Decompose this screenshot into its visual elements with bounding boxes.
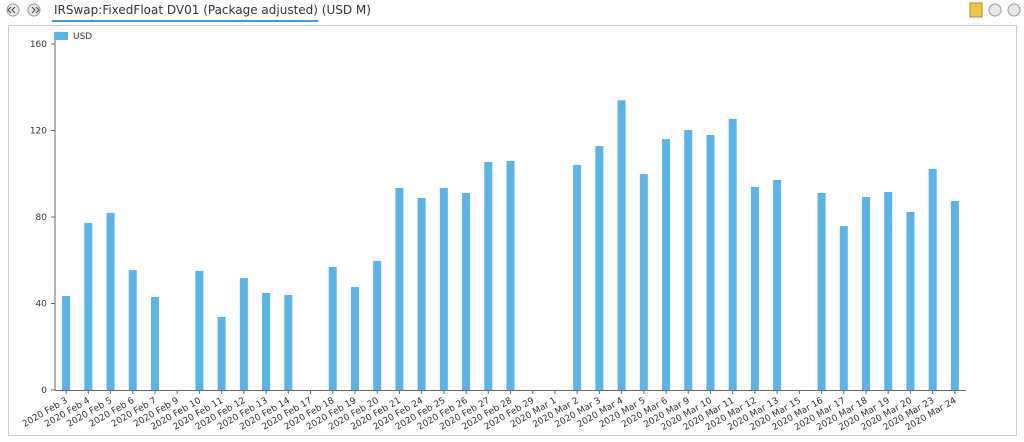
prev-icon — [7, 6, 16, 14]
bar — [906, 212, 915, 390]
bar — [684, 130, 693, 390]
legend-swatch — [54, 32, 68, 40]
y-tick-label: 0 — [41, 386, 47, 396]
bar — [817, 192, 826, 390]
bar — [639, 173, 648, 390]
toolbar: IRSwap:FixedFloat DV01 (Package adjusted… — [6, 2, 1021, 22]
bar — [106, 212, 115, 390]
export-button[interactable] — [969, 2, 983, 18]
bar — [728, 119, 737, 390]
bar — [617, 100, 626, 390]
bar — [284, 295, 293, 390]
bar — [439, 188, 448, 390]
bar — [928, 168, 937, 390]
bar — [662, 139, 671, 390]
expand-button[interactable] — [1007, 3, 1021, 17]
bar — [417, 197, 426, 390]
bar — [706, 135, 715, 390]
bar — [150, 297, 159, 390]
bar — [839, 226, 848, 390]
bar — [350, 287, 359, 390]
y-tick-label: 120 — [30, 127, 47, 137]
bar — [595, 146, 604, 390]
bar — [773, 180, 782, 390]
y-tick-label: 160 — [30, 40, 47, 50]
y-tick-label: 80 — [36, 213, 48, 223]
next-button[interactable] — [27, 3, 41, 17]
bar — [239, 277, 248, 390]
bar — [862, 197, 871, 390]
bar — [62, 295, 71, 390]
bar — [84, 223, 93, 390]
bar — [573, 165, 582, 390]
bar — [328, 266, 337, 390]
chart-panel — [8, 25, 1017, 436]
collapse-button[interactable] — [988, 3, 1002, 17]
bar — [395, 188, 404, 390]
bar — [950, 200, 959, 390]
bar — [373, 260, 382, 390]
bar — [506, 160, 515, 390]
prev-button[interactable] — [6, 3, 20, 17]
next-icon — [31, 6, 40, 14]
y-tick-label: 40 — [36, 300, 48, 310]
bar — [195, 271, 204, 390]
bar — [217, 316, 226, 390]
bar — [884, 191, 893, 390]
bar — [128, 269, 137, 390]
bar — [462, 192, 471, 390]
tab-title[interactable]: IRSwap:FixedFloat DV01 (Package adjusted… — [54, 3, 371, 17]
legend-label: USD — [73, 32, 92, 42]
bar — [750, 186, 759, 390]
bar — [484, 162, 493, 390]
bar — [262, 292, 271, 390]
